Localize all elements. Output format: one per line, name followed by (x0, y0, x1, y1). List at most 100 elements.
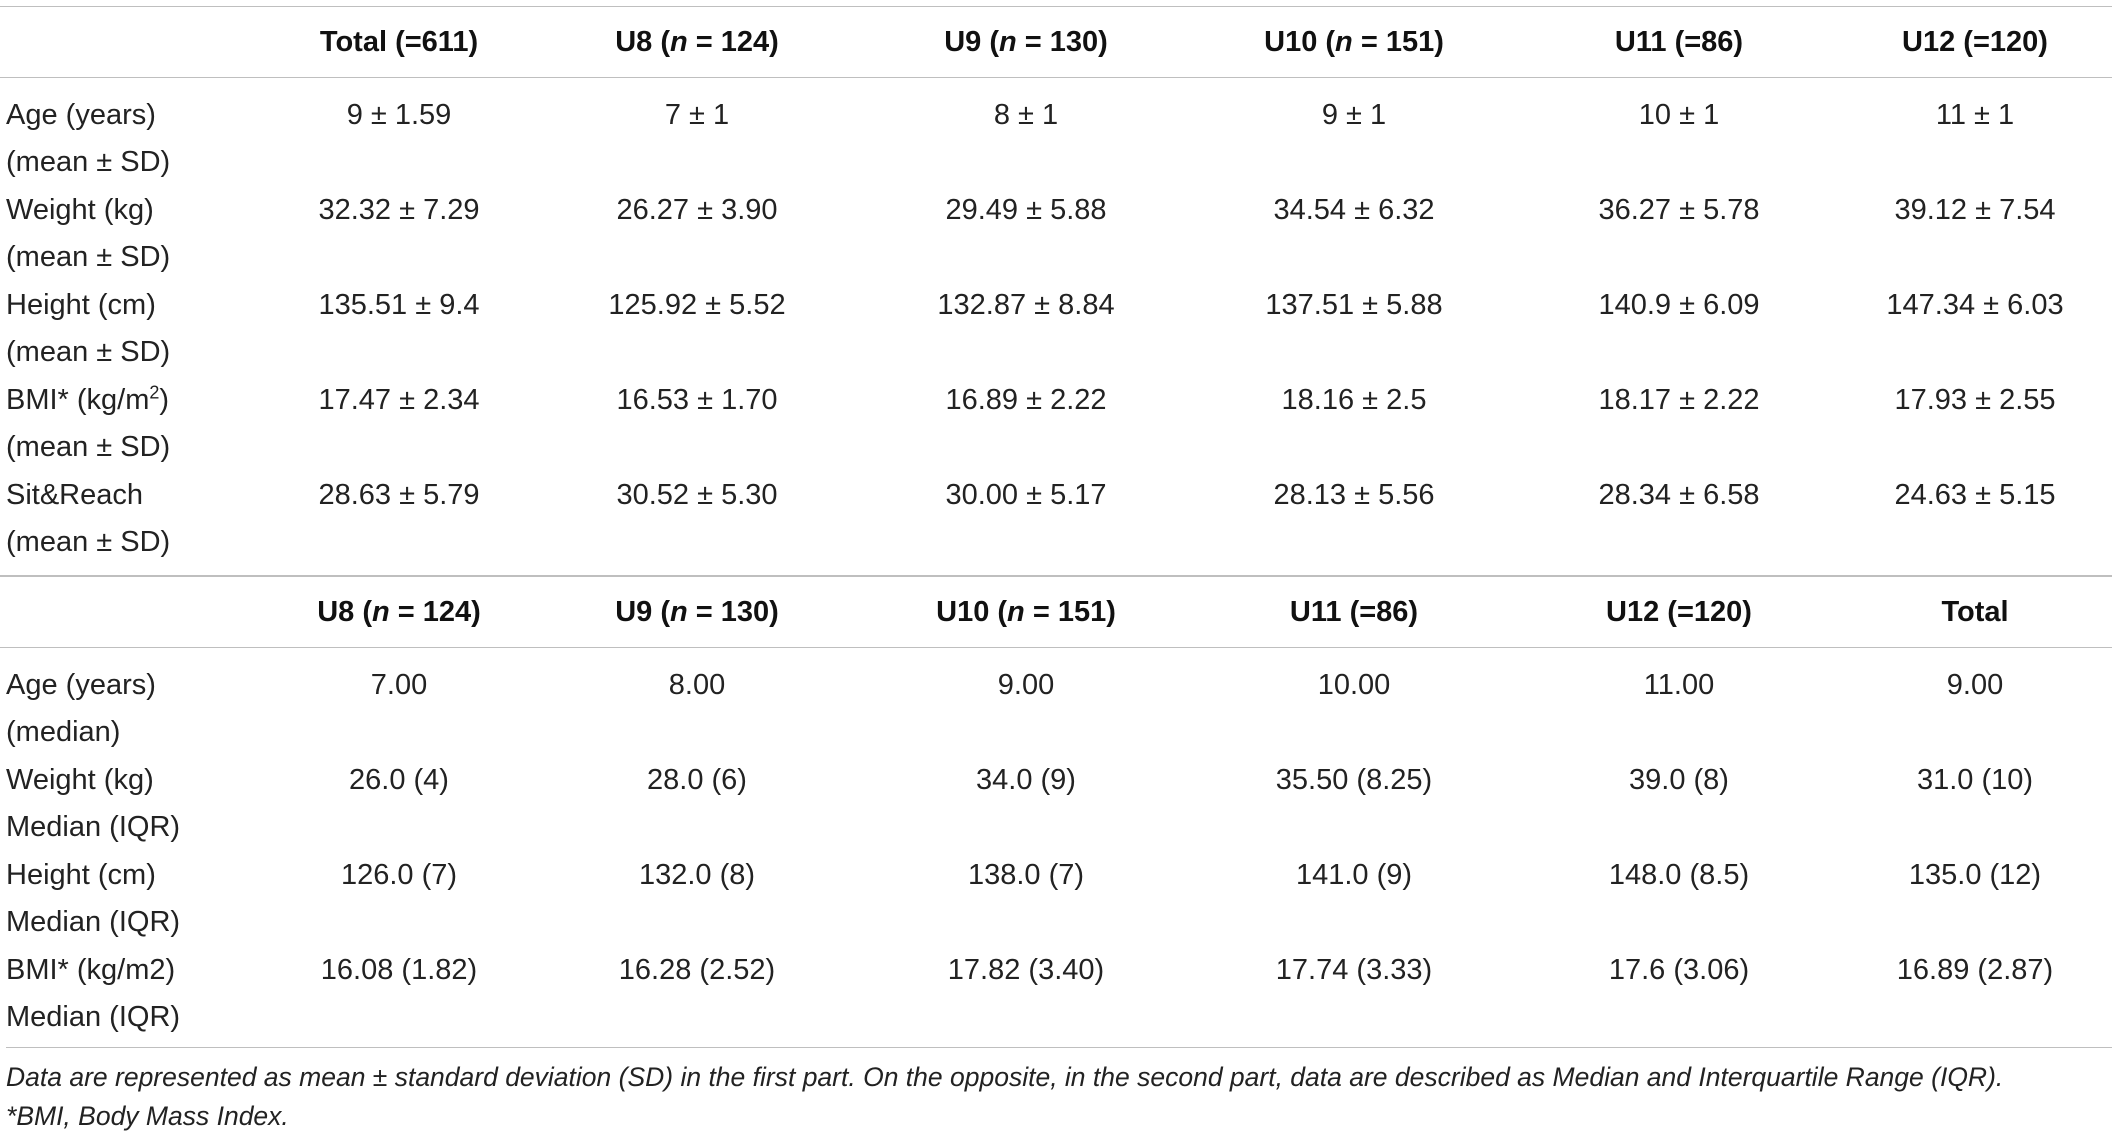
table-cell: 17.74 (3.33) (1275, 954, 1433, 986)
table-cell: 18.16 ± 2.5 (1281, 384, 1427, 416)
row-label-line-2: (mean ± SD) (6, 526, 171, 558)
table-cell: 137.51 ± 5.88 (1265, 289, 1443, 321)
table-cell: 135.51 ± 9.4 (318, 289, 480, 321)
row-label-line-2: (mean ± SD) (6, 146, 171, 178)
row-label: Weight (kg) (mean ± SD) (0, 187, 268, 282)
footnote-line-2: *BMI, Body Mass Index. (6, 1101, 289, 1131)
row-label-text: Age (years) (6, 669, 156, 701)
part2-header-cell: Total (1838, 575, 2112, 648)
row-label-line-1: BMI* (kg/m2) (6, 377, 268, 424)
row-label: Weight (kg) Median (IQR) (0, 757, 268, 852)
row-label: Age (years) (median) (0, 648, 268, 758)
row-label-superscript: 2 (149, 382, 160, 403)
table-cell: 30.00 ± 5.17 (945, 479, 1107, 511)
row-label-text: BMI* (kg/m2) (6, 954, 176, 986)
table-cell: 17.47 ± 2.34 (318, 384, 480, 416)
table-footnote: Data are represented as mean ± standard … (6, 1047, 2112, 1136)
row-label: Height (cm) (mean ± SD) (0, 282, 268, 377)
header-text: U9 ( (615, 595, 670, 628)
part2-header-cell (0, 575, 268, 648)
row-label-text: Weight (kg) (6, 194, 154, 226)
header-text-post: = 151) (1352, 25, 1444, 58)
table-cell: 17.82 (3.40) (947, 954, 1105, 986)
part1-header-cell: U10 (n = 151) (1188, 6, 1520, 78)
table-cell: 11.00 (1643, 669, 1715, 701)
part2-header-cell: U11 (=86) (1188, 575, 1520, 648)
table-cell: 9.00 (1946, 669, 2004, 701)
table-cell: 132.87 ± 8.84 (937, 289, 1115, 321)
table-cell: 28.13 ± 5.56 (1273, 479, 1435, 511)
header-text: U10 ( (1264, 25, 1336, 58)
table-cell: 147.34 ± 6.03 (1886, 289, 2064, 321)
row-label-line-2: Median (IQR) (6, 1001, 181, 1033)
table-cell: 132.0 (8) (638, 859, 756, 891)
table-cell: 10 ± 1 (1638, 99, 1720, 131)
row-label-line-1: Height (cm) (6, 282, 268, 329)
table-cell: 138.0 (7) (967, 859, 1085, 891)
table-cell: 140.9 ± 6.09 (1598, 289, 1760, 321)
table-cell: 10.00 (1317, 669, 1391, 701)
row-label: Height (cm) Median (IQR) (0, 852, 268, 947)
row-label-line-2: (mean ± SD) (6, 336, 171, 368)
table-cell: 34.54 ± 6.32 (1273, 194, 1435, 226)
table-cell: 17.6 (3.06) (1608, 954, 1750, 986)
table-row: Height (cm) (mean ± SD) 135.51 ± 9.4 125.92… (0, 282, 2112, 377)
row-label-text: Height (cm) (6, 859, 156, 891)
table-row: BMI* (kg/m2) Median (IQR) 16.08 (1.82) 16.2… (0, 947, 2112, 1050)
table-row: Weight (kg) Median (IQR) 26.0 (4) 28.0 (6) 3… (0, 757, 2112, 852)
row-label-line-1: Age (years) (6, 662, 268, 709)
row-label-text: BMI* (kg/m (6, 384, 150, 416)
header-text: U9 ( (944, 25, 999, 58)
row-label-line-1: BMI* (kg/m2) (6, 947, 268, 994)
header-n: n (669, 595, 688, 628)
row-label-line-2: (mean ± SD) (6, 431, 171, 463)
header-text-post: = 124) (687, 25, 779, 58)
row-label: BMI* (kg/m2) Median (IQR) (0, 947, 268, 1050)
table-cell: 30.52 ± 5.30 (616, 479, 778, 511)
table-cell: 29.49 ± 5.88 (945, 194, 1107, 226)
header-text: U10 ( (936, 595, 1008, 628)
row-label-line-2: (mean ± SD) (6, 241, 171, 273)
row-label: Sit&Reach (mean ± SD) (0, 472, 268, 576)
header-n: n (371, 595, 390, 628)
row-label-line-2: Median (IQR) (6, 906, 181, 938)
row-label-line-1: Age (years) (6, 92, 268, 139)
table-row: BMI* (kg/m2) (mean ± SD) 17.47 ± 2.34 16.53… (0, 377, 2112, 472)
part2-header-cell: U12 (=120) (1520, 575, 1838, 648)
table-cell: 7 ± 1 (664, 99, 730, 131)
table-cell: 26.27 ± 3.90 (616, 194, 778, 226)
part1-header-cell (0, 6, 268, 78)
row-label-text: Age (years) (6, 99, 156, 131)
table-cell: 39.0 (8) (1629, 764, 1729, 796)
row-label-line-1: Sit&Reach (6, 472, 268, 519)
table-cell: 135.0 (12) (1908, 859, 2042, 891)
table-cell: 16.89 ± 2.22 (945, 384, 1107, 416)
row-label-line-2: Median (IQR) (6, 811, 181, 843)
table-cell: 31.0 (10) (1916, 764, 2034, 796)
footnote-line-1: Data are represented as mean ± standard … (6, 1062, 2004, 1092)
table-cell: 24.63 ± 5.15 (1894, 479, 2056, 511)
table-cell: 9.00 (997, 669, 1055, 701)
table-cell: 39.12 ± 7.54 (1894, 194, 2056, 226)
header-text: U8 ( (317, 595, 372, 628)
table-cell: 7.00 (370, 669, 428, 701)
table-cell: 11 ± 1 (1935, 99, 2015, 131)
header-text: U12 (=120) (1606, 595, 1752, 628)
header-text: U8 ( (615, 25, 670, 58)
table-cell: 28.63 ± 5.79 (318, 479, 480, 511)
table-cell: 28.34 ± 6.58 (1598, 479, 1760, 511)
table-row: Sit&Reach (mean ± SD) 28.63 ± 5.79 30.52 ± … (0, 472, 2112, 576)
header-text-post: = 130) (1016, 25, 1108, 58)
row-label-line-1: Weight (kg) (6, 187, 268, 234)
table-cell: 9 ± 1.59 (346, 99, 452, 131)
table-cell: 16.53 ± 1.70 (616, 384, 778, 416)
table-cell: 18.17 ± 2.22 (1598, 384, 1760, 416)
row-label-text-post: ) (159, 384, 170, 416)
header-text: U11 (=86) (1614, 25, 1744, 58)
header-text: U12 (=120) (1902, 25, 2048, 58)
row-label: BMI* (kg/m2) (mean ± SD) (0, 377, 268, 472)
header-text-post: = 130) (687, 595, 779, 628)
table-cell: 16.89 (2.87) (1896, 954, 2054, 986)
table-row: Age (years) (median) 7.00 8.00 9.00 10.00 11.0… (0, 648, 2112, 758)
